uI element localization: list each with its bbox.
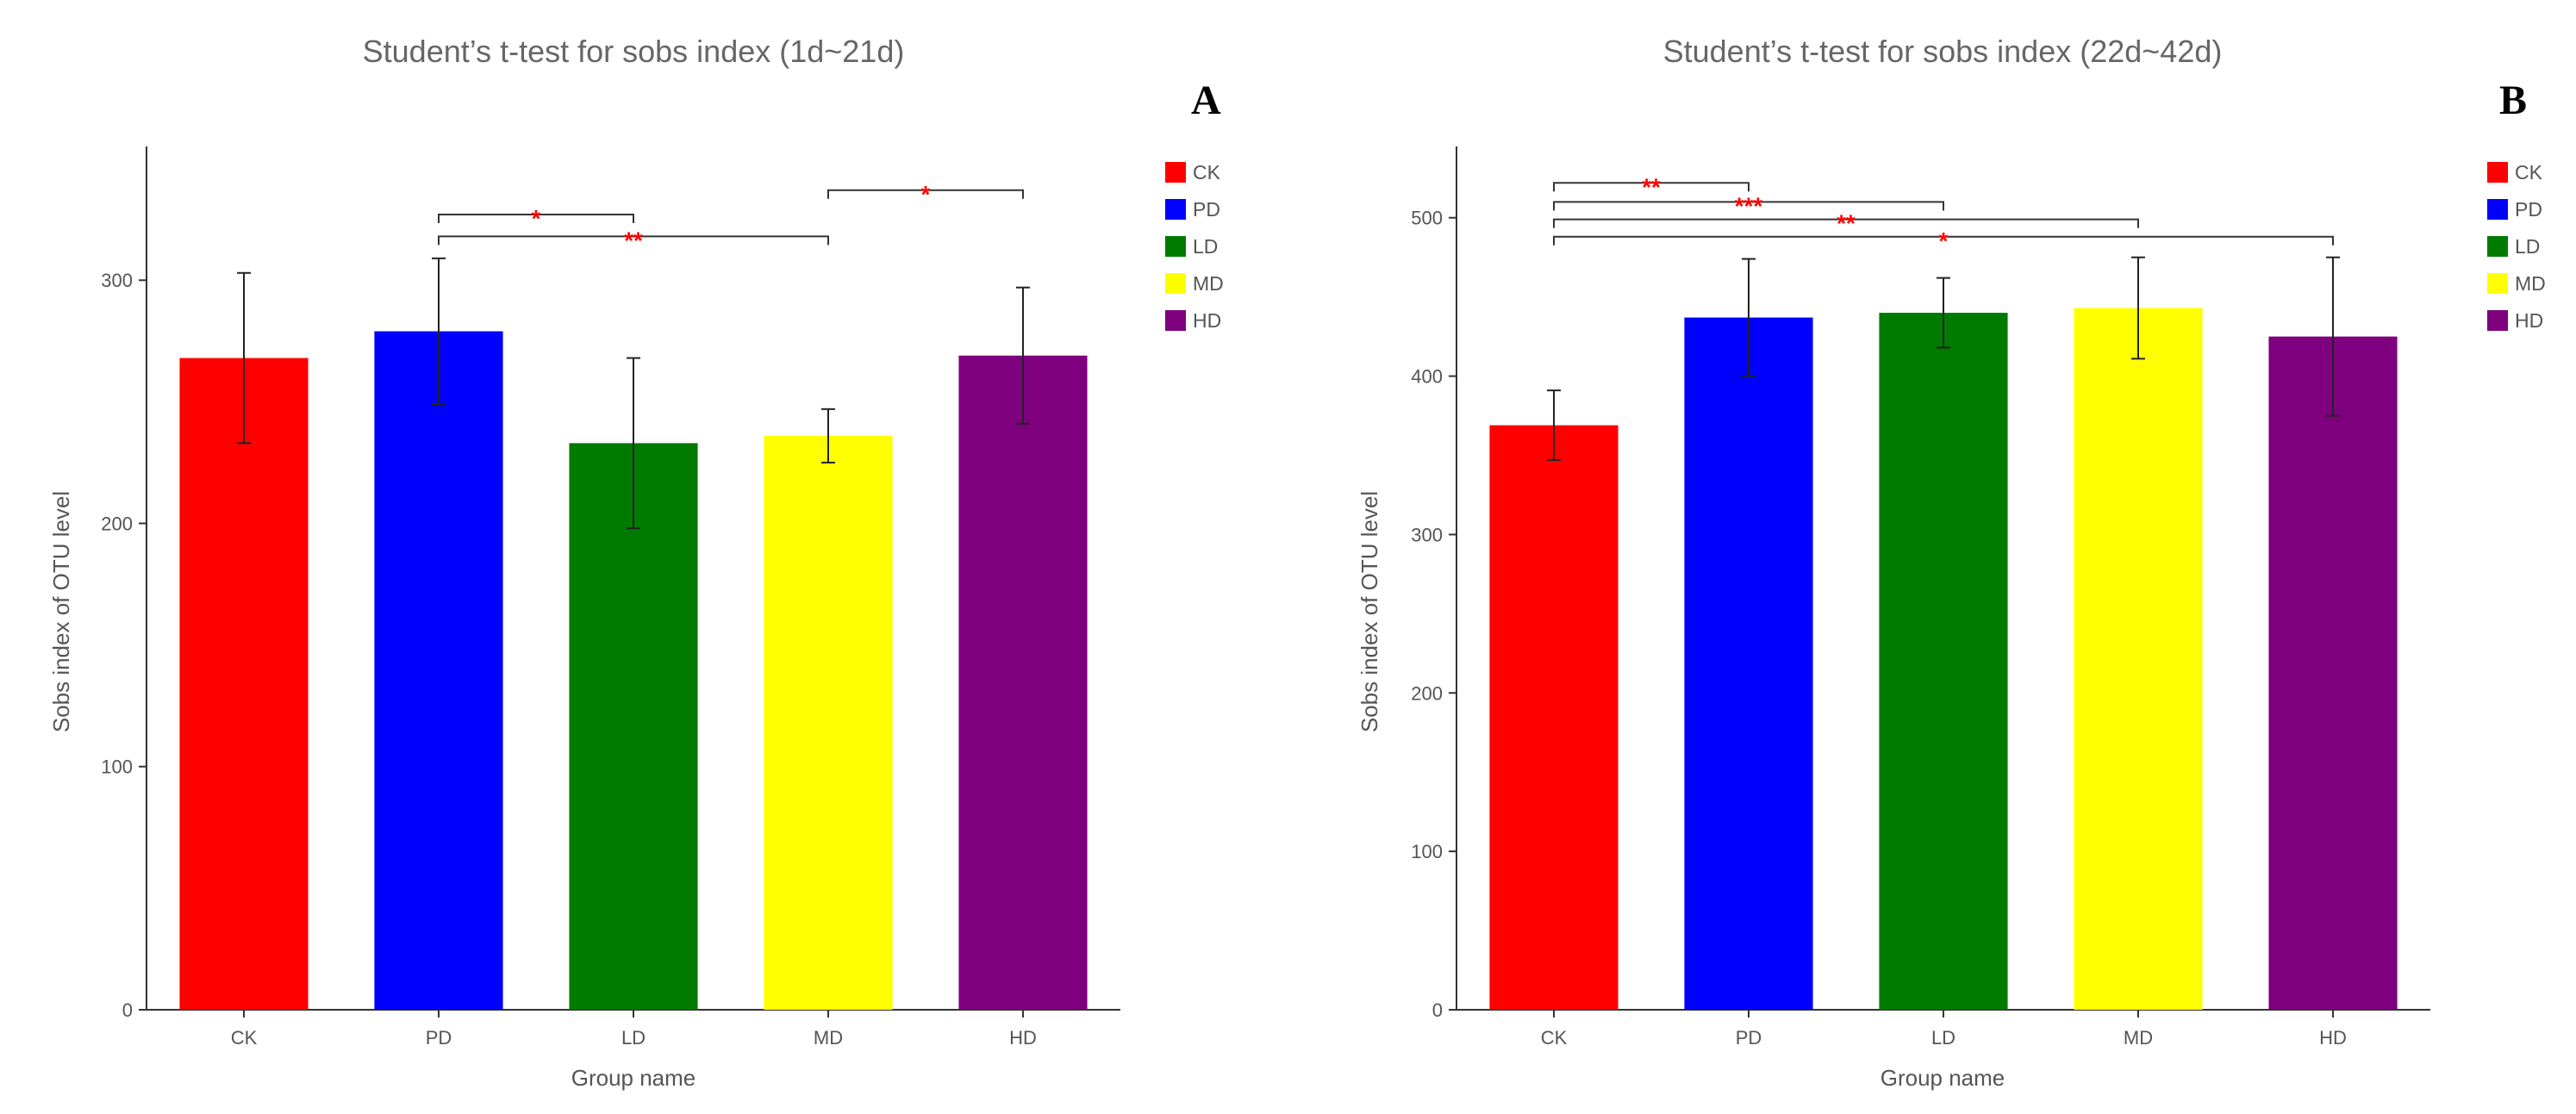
x-tick-label: MD	[2124, 1027, 2153, 1049]
significance-bracket	[438, 235, 829, 246]
significance-label: **	[1837, 210, 1856, 237]
bar-pd	[1684, 317, 1813, 1010]
legend-swatch-ck	[2487, 162, 2508, 183]
legend-swatch-md	[1165, 273, 1186, 294]
x-axis-title-a: Group name	[571, 1065, 696, 1091]
panel-b: Student’s t-test for sobs index (22d~42d…	[1357, 34, 2546, 1091]
legend-label-hd: HD	[2515, 309, 2543, 332]
x-axis-title-b: Group name	[1881, 1065, 2005, 1091]
significance-bracket	[438, 214, 634, 224]
significance-label: **	[624, 227, 643, 253]
legend-label-pd: PD	[2515, 198, 2542, 221]
legend-swatch-hd	[1165, 310, 1186, 331]
bar-md	[764, 435, 893, 1010]
y-tick-label: 100	[101, 756, 133, 778]
x-tick-label: CK	[231, 1027, 258, 1049]
significance-label: **	[1642, 173, 1661, 200]
x-tick-label: MD	[814, 1027, 843, 1049]
legend-label-ld: LD	[1193, 235, 1218, 258]
legend-label-md: MD	[2515, 272, 2546, 295]
legend-swatch-ck	[1165, 162, 1186, 183]
legend-swatch-hd	[2487, 310, 2508, 331]
panel-letter-a: A	[1191, 78, 1221, 123]
significance-bracket	[1553, 218, 2139, 228]
bar-hd	[958, 355, 1088, 1010]
bar-ck	[179, 358, 309, 1011]
x-tick-label: HD	[1009, 1027, 1037, 1049]
legend-label-md: MD	[1193, 272, 1224, 295]
significance-label: *	[1939, 227, 1949, 254]
panel-letter-b: B	[2499, 78, 2527, 123]
y-tick-label: 200	[101, 513, 133, 534]
bar-ck	[1489, 425, 1619, 1010]
significance-label: *	[921, 181, 931, 208]
legend-label-hd: HD	[1193, 309, 1221, 332]
x-tick-label: LD	[1931, 1027, 1955, 1049]
y-tick-label: 500	[1411, 208, 1443, 229]
y-axis-title-b: Sobs index of OTU level	[1357, 491, 1382, 732]
significance-bracket	[827, 189, 1024, 199]
legend-swatch-md	[2487, 273, 2508, 294]
x-tick-label: PD	[426, 1027, 452, 1049]
y-tick-label: 300	[1411, 524, 1443, 545]
legend-label-ck: CK	[2515, 161, 2543, 184]
x-tick-label: CK	[1541, 1027, 1568, 1049]
legend-label-ld: LD	[2515, 235, 2540, 258]
y-tick-label: 300	[101, 270, 133, 291]
bar-ld	[1879, 313, 2008, 1010]
bar-ld	[569, 443, 698, 1010]
y-tick-label: 0	[1432, 999, 1443, 1021]
significance-label: *	[532, 205, 541, 232]
legend-label-pd: PD	[1193, 198, 1220, 221]
bar-pd	[374, 331, 503, 1010]
legend-label-ck: CK	[1193, 161, 1221, 184]
legend-swatch-ld	[2487, 236, 2508, 257]
y-tick-label: 100	[1411, 841, 1443, 862]
significance-bracket	[1553, 182, 1750, 192]
panel-a: Student’s t-test for sobs index (1d~21d)…	[48, 34, 1224, 1091]
legend-swatch-pd	[1165, 199, 1186, 220]
y-axis-title-a: Sobs index of OTU level	[48, 491, 74, 732]
chart-title-b: Student’s t-test for sobs index (22d~42d…	[1663, 34, 2223, 69]
chart-title-a: Student’s t-test for sobs index (1d~21d)	[363, 34, 905, 69]
y-tick-label: 0	[122, 999, 133, 1021]
x-tick-label: PD	[1736, 1027, 1762, 1049]
y-tick-label: 400	[1411, 366, 1443, 388]
legend-swatch-pd	[2487, 199, 2508, 220]
significance-bracket	[1553, 235, 2334, 246]
significance-label: ***	[1735, 192, 1763, 219]
y-tick-label: 200	[1411, 682, 1443, 704]
bar-hd	[2268, 336, 2398, 1010]
significance-bracket	[1553, 201, 1944, 211]
legend-swatch-ld	[1165, 236, 1186, 257]
x-tick-label: LD	[621, 1027, 646, 1049]
x-tick-label: HD	[2319, 1027, 2347, 1049]
bar-md	[2074, 308, 2203, 1010]
